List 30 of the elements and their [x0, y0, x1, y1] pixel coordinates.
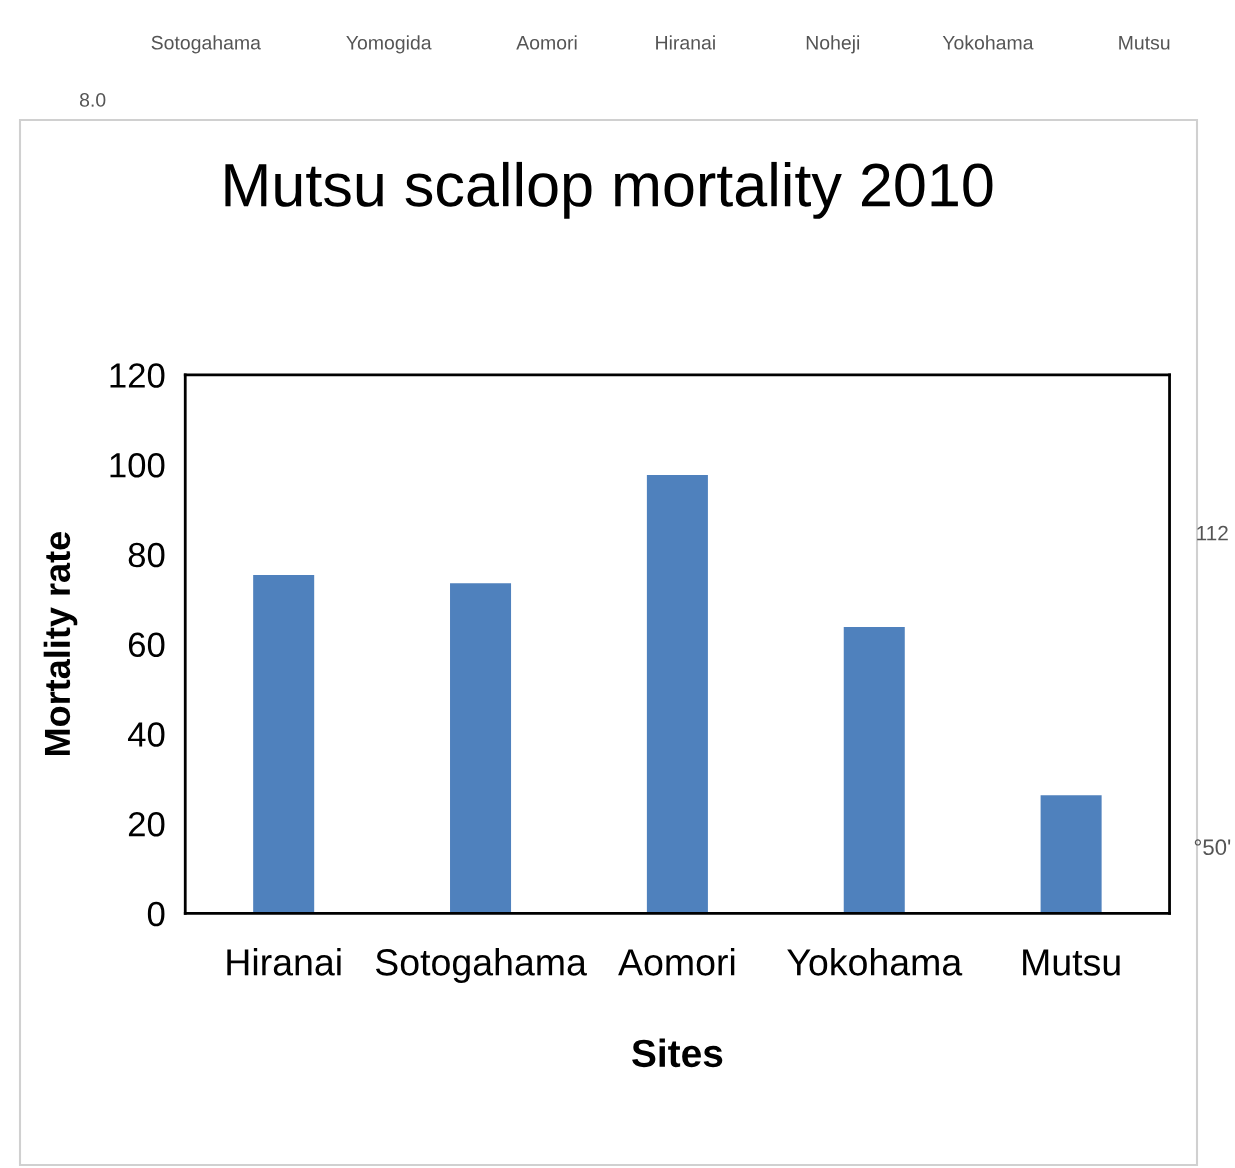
bar	[253, 575, 315, 914]
bar	[1040, 795, 1102, 914]
y-tick-label: 120	[110, 363, 165, 388]
x-tick-label: Yokohama	[787, 948, 963, 976]
bar	[843, 627, 905, 914]
text: 112	[1197, 525, 1228, 541]
text: 8.0	[79, 93, 106, 107]
x-tick-label: Sotogahama	[375, 948, 587, 984]
bar	[450, 583, 512, 914]
y-tick-label: 20	[128, 811, 165, 837]
text: Sotogahama	[151, 35, 261, 54]
y-tick-label: 80	[128, 542, 165, 568]
bar	[646, 474, 708, 914]
text: Aomori	[516, 35, 577, 50]
y-tick-label: 0	[147, 901, 165, 927]
y-tick-label: 40	[127, 722, 165, 747]
text: Yokohama	[942, 35, 1034, 50]
x-tick-label: Hiranai	[227, 948, 341, 976]
y-tick-label: 100	[110, 453, 165, 478]
text: Noheji	[806, 35, 860, 54]
x-tick-label: Aomori	[618, 948, 735, 976]
text: Yomogida	[346, 35, 432, 54]
text: °50'	[1194, 839, 1231, 856]
y-tick-label: 60	[128, 632, 165, 658]
y-axis-title: Mortality rate	[43, 532, 78, 756]
text: Mutsu	[1119, 36, 1170, 50]
chart-title: Mutsu scallop mortality 2010	[225, 161, 993, 219]
x-axis-title: Sites	[632, 1038, 723, 1068]
x-tick-label: Mutsu	[1023, 949, 1120, 976]
text: Hiranai	[656, 35, 715, 50]
